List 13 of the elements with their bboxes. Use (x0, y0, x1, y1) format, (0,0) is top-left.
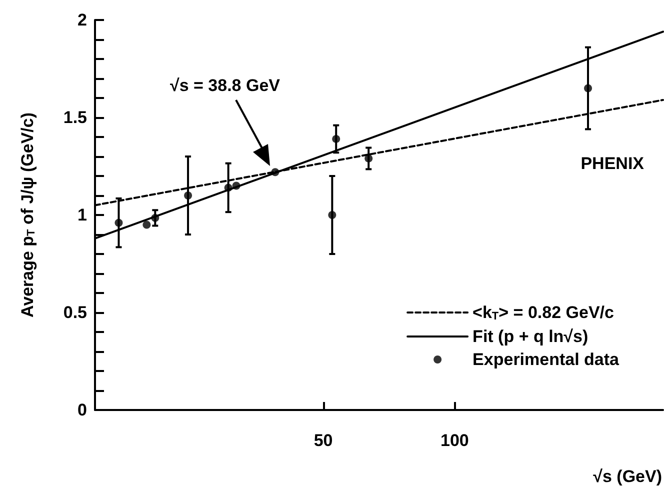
annotation: √s = 38.8 GeV (170, 76, 281, 95)
y-tick-label: 2 (78, 10, 87, 30)
y-tick-label: 1 (78, 206, 87, 224)
legend-label: Fit (p + q ln√s) (472, 327, 588, 346)
y-tick-label: 1.5 (63, 108, 87, 127)
legend-label: Experimental data (472, 350, 620, 369)
y-tick-label: 0 (78, 400, 87, 420)
x-tick-label: 50 (314, 431, 333, 450)
x-axis-title: √s (GeV) (593, 467, 662, 486)
y-tick-label: 0.5 (63, 303, 87, 322)
annotation: PHENIX (580, 154, 645, 173)
x-tick-label: 100 (440, 431, 469, 450)
y-axis-title: Average pT of J/ψ (GeV/c) (18, 112, 38, 318)
